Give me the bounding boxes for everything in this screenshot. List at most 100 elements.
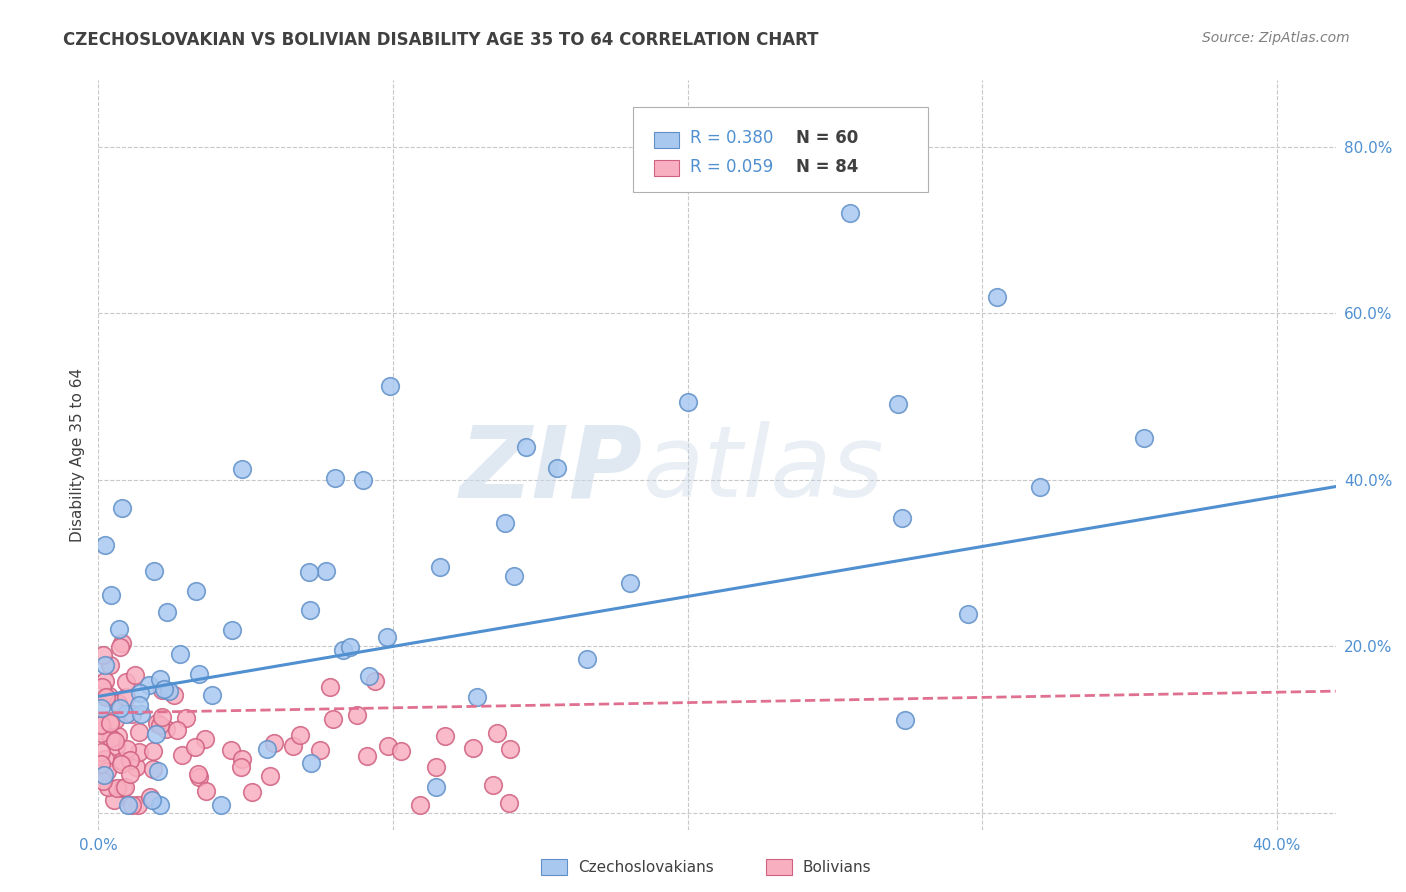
Point [114,780,136,794]
Point [93,752,115,766]
Point [283,739,305,753]
Point [124,668,146,682]
Point [263,736,285,750]
Point [104,739,127,753]
Point [143,564,166,578]
Point [332,643,354,657]
Point [145,727,167,741]
Point [149,797,172,812]
Point [90,701,112,715]
Point [128,686,150,700]
Point [986,290,1008,304]
Point [315,564,337,578]
Point [157,683,180,698]
Point [97,780,120,795]
Point [498,797,520,811]
Point [187,667,209,681]
Point [139,789,162,804]
Point [231,462,253,476]
Text: atlas: atlas [643,421,884,518]
Point [169,647,191,661]
Point [194,732,217,747]
Point [104,733,127,747]
Point [108,700,131,714]
Point [105,780,128,795]
Point [121,797,143,812]
Point [378,379,401,393]
Point [100,731,122,745]
Point [425,780,447,794]
Point [201,688,224,702]
Point [108,640,131,654]
Point [115,707,138,722]
Point [219,743,242,757]
Point [156,605,179,619]
Point [148,718,170,732]
Point [138,678,160,692]
Point [494,516,516,530]
Point [93,673,115,688]
Point [145,716,167,731]
Point [128,725,150,739]
Point [114,690,136,705]
Point [103,793,125,807]
Point [142,762,165,776]
Point [231,760,253,774]
Point [299,756,322,770]
Point [481,778,503,792]
Point [90,757,112,772]
Point [118,753,141,767]
Point [141,793,163,807]
Point [91,648,114,662]
Text: N = 84: N = 84 [796,158,858,176]
Point [94,538,117,552]
Point [163,688,186,702]
Point [150,710,173,724]
Point [429,560,451,574]
Point [231,752,253,766]
Point [319,681,342,695]
Point [433,729,456,743]
Point [118,767,141,781]
Point [546,461,568,475]
Point [110,501,132,516]
Y-axis label: Disability Age 35 to 64: Disability Age 35 to 64 [69,368,84,542]
Point [141,744,163,758]
Point [425,760,447,774]
Point [98,657,121,672]
Point [389,744,412,758]
Point [90,726,112,740]
Point [107,622,129,636]
Point [93,768,115,782]
Point [886,397,908,411]
Point [359,669,381,683]
Point [838,206,860,220]
Point [111,754,134,768]
Point [112,780,135,795]
Point [128,745,150,759]
Point [356,748,378,763]
Point [187,770,209,784]
Point [195,784,218,798]
Text: Czechoslovakians: Czechoslovakians [578,860,714,874]
Point [117,741,139,756]
Point [465,690,488,704]
Point [346,708,368,723]
Point [259,769,281,783]
Point [299,603,322,617]
Point [375,630,398,644]
Point [184,584,207,599]
Point [94,690,117,704]
Point [153,682,176,697]
Point [1133,431,1156,445]
Point [121,706,143,721]
Point [150,682,173,697]
Point [90,680,112,694]
Point [678,395,700,409]
Point [240,785,263,799]
Point [323,471,346,485]
Text: Bolivians: Bolivians [803,860,872,874]
Point [339,640,361,654]
Point [107,697,129,711]
Point [90,718,112,732]
